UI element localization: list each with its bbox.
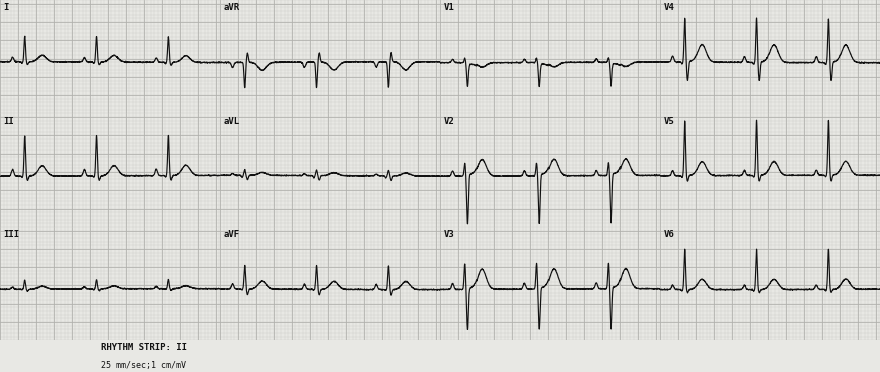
Text: V5: V5 bbox=[664, 117, 674, 126]
Text: aVF: aVF bbox=[224, 230, 239, 239]
Text: V1: V1 bbox=[444, 3, 454, 12]
Text: V2: V2 bbox=[444, 117, 454, 126]
Text: V4: V4 bbox=[664, 3, 674, 12]
Text: aVR: aVR bbox=[224, 3, 239, 12]
Text: RHYTHM STRIP: II: RHYTHM STRIP: II bbox=[101, 343, 187, 352]
Text: 25 mm/sec;1 cm/mV: 25 mm/sec;1 cm/mV bbox=[101, 361, 187, 370]
Text: II: II bbox=[4, 117, 14, 126]
Text: V3: V3 bbox=[444, 230, 454, 239]
Text: III: III bbox=[4, 230, 19, 239]
Text: aVL: aVL bbox=[224, 117, 239, 126]
Text: I: I bbox=[4, 3, 9, 12]
Text: V6: V6 bbox=[664, 230, 674, 239]
